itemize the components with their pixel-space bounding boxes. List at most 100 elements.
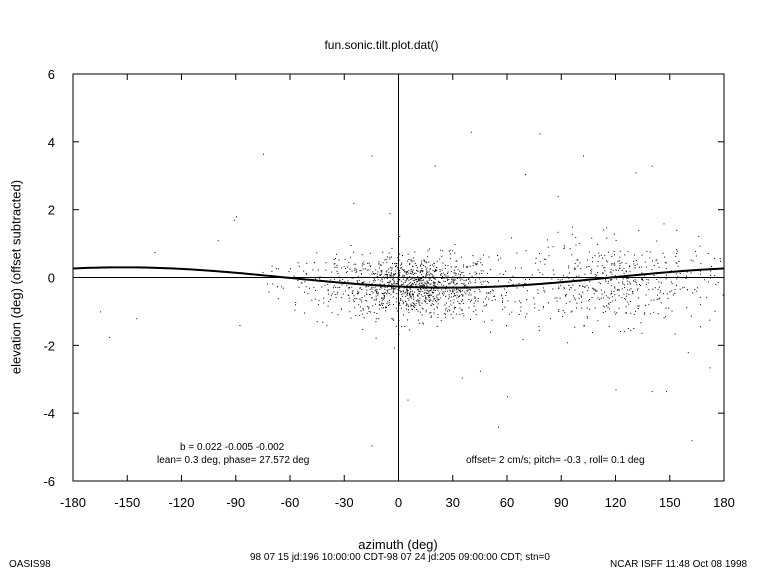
- data-point: [440, 249, 442, 251]
- data-point: [481, 273, 483, 274]
- data-point: [451, 293, 453, 294]
- data-point: [389, 258, 391, 260]
- data-point: [600, 289, 602, 291]
- data-point: [652, 288, 654, 290]
- data-point: [419, 311, 421, 313]
- data-point: [366, 289, 368, 291]
- data-point: [413, 306, 415, 308]
- data-point: [419, 300, 421, 302]
- data-point: [430, 300, 432, 302]
- data-point: [629, 271, 631, 273]
- data-point: [297, 280, 299, 281]
- data-point: [401, 268, 403, 270]
- data-point: [611, 300, 613, 302]
- data-point: [404, 292, 406, 294]
- data-point: [608, 302, 610, 304]
- data-point: [670, 290, 672, 292]
- data-point: [444, 268, 446, 270]
- data-point: [592, 261, 594, 263]
- data-point: [459, 313, 461, 315]
- data-point: [699, 245, 701, 247]
- data-point: [383, 298, 385, 300]
- data-point: [544, 258, 546, 260]
- data-point: [455, 291, 457, 293]
- data-point: [429, 289, 431, 291]
- data-point: [461, 278, 463, 280]
- data-point: [410, 283, 412, 285]
- data-point: [602, 312, 604, 313]
- data-point: [420, 279, 422, 281]
- data-point: [448, 294, 450, 296]
- data-point: [361, 301, 363, 303]
- data-point: [450, 304, 452, 306]
- data-point: [623, 293, 625, 295]
- data-point: [510, 280, 512, 282]
- data-point: [435, 270, 437, 271]
- data-point: [348, 300, 350, 302]
- data-point: [430, 283, 432, 285]
- data-point: [298, 286, 300, 288]
- data-point: [384, 277, 386, 279]
- data-point: [371, 283, 373, 285]
- data-point: [431, 288, 432, 290]
- data-point: [368, 262, 370, 264]
- y-tick-label: 6: [48, 67, 55, 82]
- fit-coefficients-annotation: b = 0.022 -0.005 -0.002: [180, 442, 285, 453]
- data-point: [392, 275, 394, 277]
- data-point: [401, 326, 403, 328]
- data-point: [353, 263, 355, 265]
- data-point: [412, 309, 413, 311]
- data-point: [559, 279, 561, 281]
- data-point: [409, 293, 411, 295]
- data-point: [381, 297, 383, 299]
- data-point: [625, 312, 627, 314]
- data-point: [406, 288, 407, 290]
- data-point: [644, 261, 646, 263]
- data-point: [362, 282, 364, 284]
- data-point: [475, 300, 477, 302]
- data-point: [567, 342, 569, 344]
- data-point: [337, 291, 339, 293]
- data-point: [474, 291, 476, 293]
- data-point: [653, 265, 655, 266]
- data-point: [423, 323, 425, 325]
- data-point: [633, 280, 635, 282]
- data-point: [402, 284, 404, 285]
- data-point: [399, 236, 401, 237]
- data-point: [686, 271, 688, 273]
- data-point: [488, 298, 490, 300]
- data-point: [369, 281, 371, 283]
- data-point: [594, 307, 596, 309]
- data-point: [586, 315, 588, 317]
- data-point: [606, 274, 607, 276]
- data-point: [720, 260, 721, 262]
- data-point: [593, 293, 595, 295]
- data-point: [580, 268, 582, 270]
- data-point: [405, 305, 407, 306]
- data-point: [417, 270, 419, 272]
- data-point: [324, 284, 326, 286]
- data-point: [410, 282, 412, 283]
- data-point: [316, 321, 318, 323]
- data-point: [305, 286, 307, 288]
- data-point: [676, 262, 678, 264]
- data-point: [652, 260, 653, 262]
- data-point: [502, 297, 504, 299]
- data-point: [409, 294, 410, 296]
- data-point: [362, 308, 364, 310]
- data-point: [382, 298, 384, 300]
- data-point: [297, 262, 299, 264]
- data-point: [446, 302, 447, 304]
- data-point: [345, 290, 346, 292]
- data-point: [571, 310, 573, 312]
- data-point: [429, 268, 431, 270]
- data-point: [490, 269, 492, 271]
- data-point: [574, 268, 576, 270]
- data-point: [470, 299, 472, 301]
- data-point: [385, 258, 387, 260]
- footer-timestamp: NCAR ISFF 11:48 Oct 08 1998: [610, 559, 748, 570]
- data-point: [317, 304, 319, 306]
- data-point: [522, 339, 524, 341]
- data-point: [686, 275, 687, 277]
- data-point: [572, 284, 574, 286]
